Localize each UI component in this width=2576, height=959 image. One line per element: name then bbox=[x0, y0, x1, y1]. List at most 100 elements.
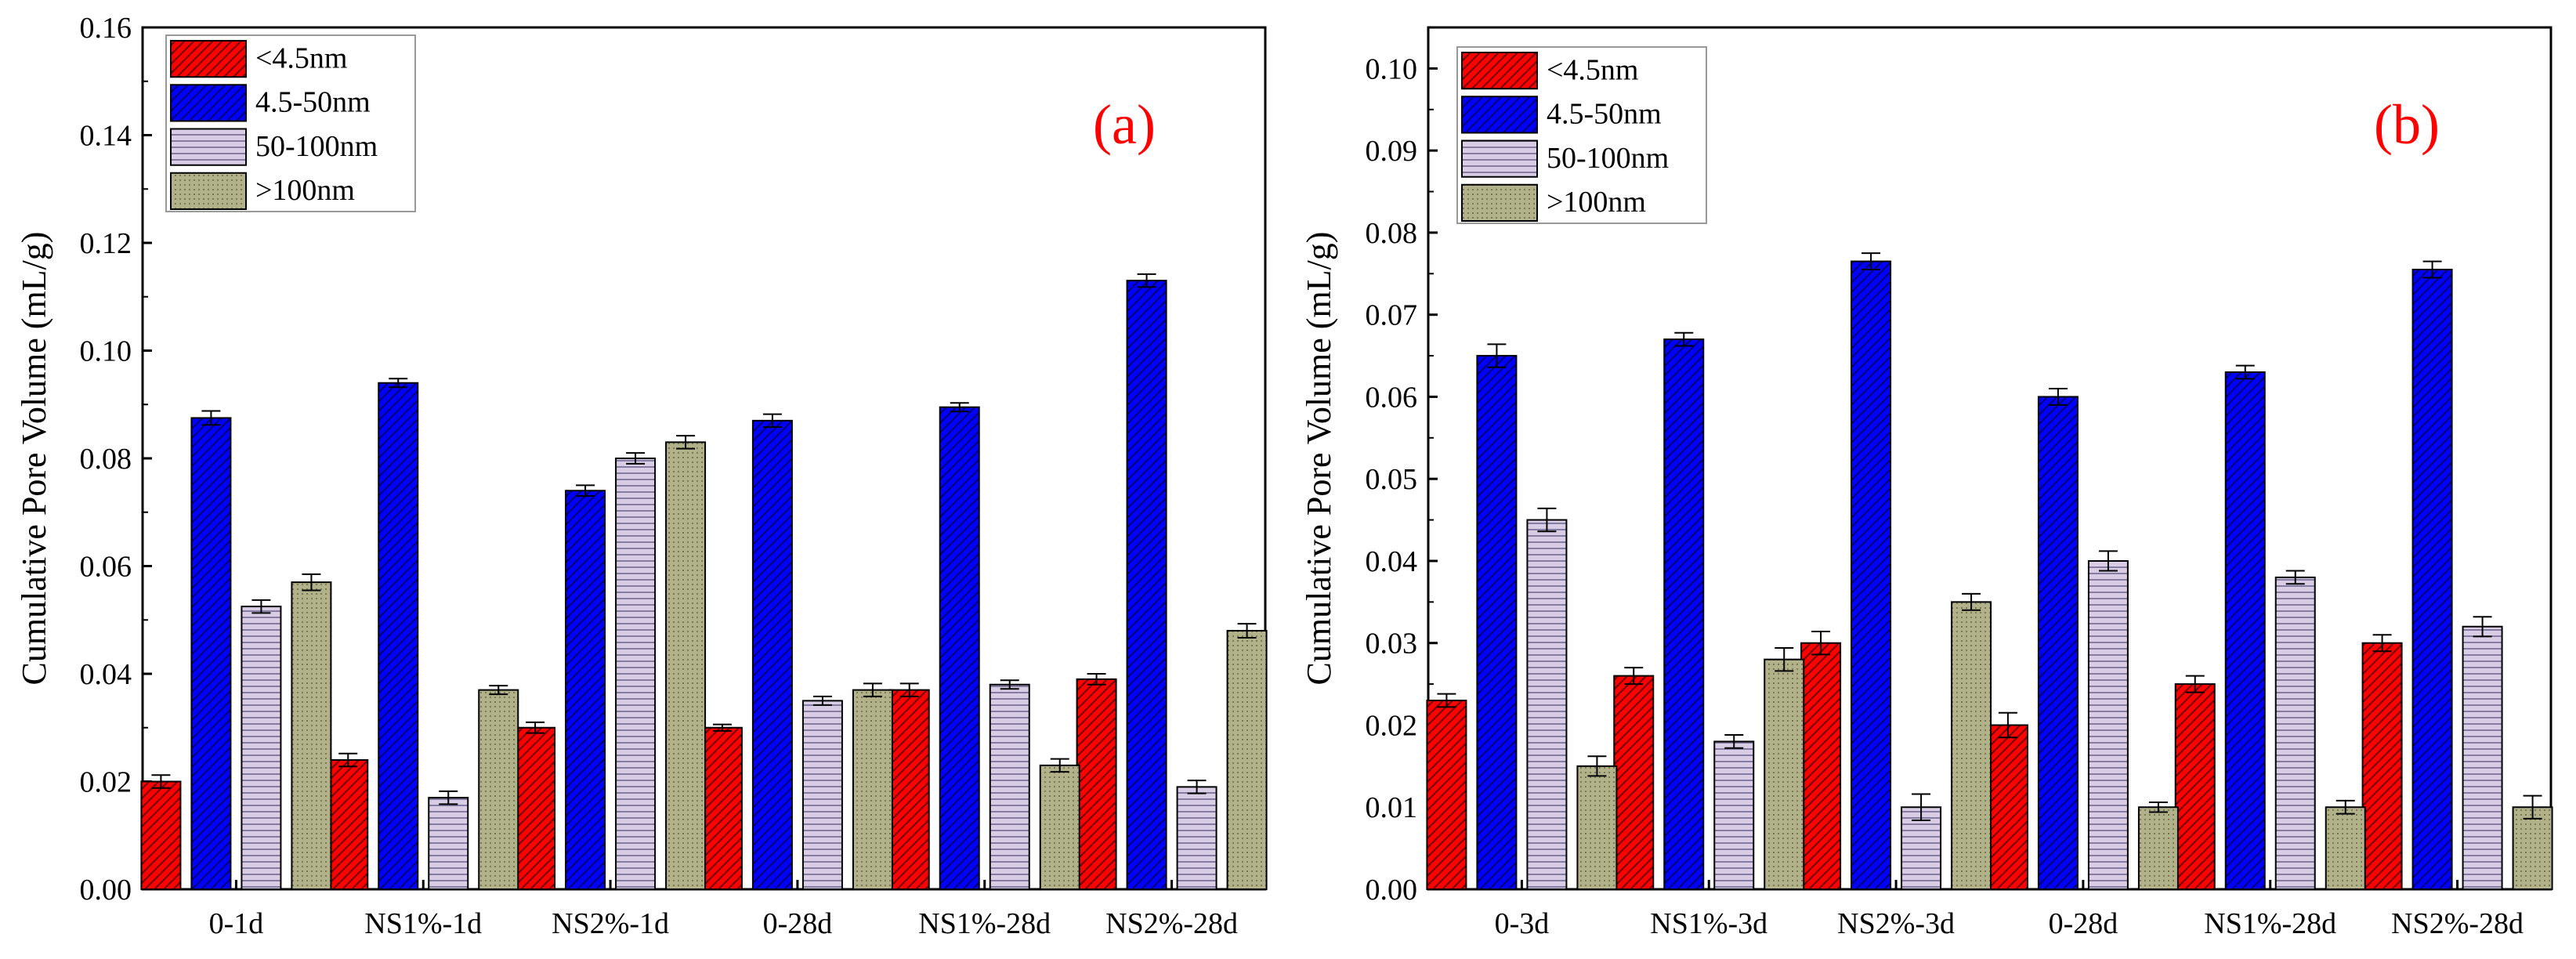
y-tick-label: 0.12 bbox=[80, 227, 132, 260]
panel-label: (b) bbox=[2374, 93, 2440, 156]
legend-swatch-4-5-50nm bbox=[170, 84, 247, 122]
error-bar bbox=[1775, 647, 1794, 672]
error-bar bbox=[151, 774, 171, 789]
error-bar bbox=[251, 599, 271, 614]
legend-label-4-5-50nm: 4.5-50nm bbox=[255, 86, 371, 119]
legend-swatch-50-100nm bbox=[1461, 139, 1538, 178]
bar-gt-100nm-0-28d bbox=[2137, 806, 2179, 890]
y-axis-label: Cumulative Pore Volume (mL/g) bbox=[15, 232, 53, 686]
error-bar bbox=[2523, 794, 2542, 820]
y-tick-label: 0.00 bbox=[1366, 874, 1418, 907]
x-tick-label-ns2pct-3d: NS2%-3d bbox=[1837, 907, 1955, 940]
error-bar bbox=[439, 790, 458, 805]
x-tick-label-0-3d: 0-3d bbox=[1495, 907, 1550, 940]
legend-swatch-gt-100nm bbox=[170, 172, 247, 210]
error-bar bbox=[302, 573, 321, 592]
error-bar bbox=[762, 413, 782, 429]
y-tick-label: 0.08 bbox=[80, 443, 132, 476]
bar-4-5-50nm-0-3d bbox=[1476, 355, 1518, 890]
y-tick-label: 0.01 bbox=[1366, 791, 1418, 824]
error-bar bbox=[389, 378, 408, 389]
error-bar bbox=[2372, 634, 2392, 653]
error-bar bbox=[2422, 260, 2442, 279]
chart-panel-b: 0.00 0.01 0.02 0.03 0.04 0.05 0.06 0.07 0.08 0.09… bbox=[1300, 26, 2553, 940]
x-tick-label-ns1pct-28d: NS1%-28d bbox=[2204, 907, 2336, 940]
legend-label-gt-100nm: >100nm bbox=[255, 174, 355, 207]
error-bar bbox=[1237, 623, 1257, 639]
bar-4-5-50nm-ns1pct-28d bbox=[2224, 371, 2266, 890]
bar-50-100nm-ns2pct-1d bbox=[615, 458, 657, 890]
legend-label-lt-4-5nm: <4.5nm bbox=[255, 42, 348, 74]
error-bar bbox=[576, 484, 595, 498]
y-tick-label: 0.10 bbox=[80, 335, 132, 368]
bar-lt-4-5nm-ns2pct-3d bbox=[1800, 642, 1842, 890]
error-bar bbox=[338, 752, 358, 768]
error-bar bbox=[1437, 693, 1456, 708]
error-bar bbox=[1674, 331, 1694, 347]
legend-swatch-lt-4-5nm bbox=[170, 40, 247, 78]
bar-lt-4-5nm-ns2pct-28d bbox=[1076, 678, 1117, 890]
error-bar bbox=[1811, 631, 1831, 656]
bar-lt-4-5nm-0-28d bbox=[701, 726, 743, 890]
x-tick-label-ns2pct-28d: NS2%-28d bbox=[2391, 907, 2524, 940]
bar-gt-100nm-0-28d bbox=[852, 689, 893, 890]
y-axis-label: Cumulative Pore Volume (mL/g) bbox=[1300, 232, 1338, 686]
error-bar bbox=[1537, 507, 1557, 533]
error-bar bbox=[899, 682, 919, 697]
error-bar bbox=[2335, 799, 2355, 815]
bar-4-5-50nm-ns2pct-1d bbox=[565, 490, 606, 890]
error-bar bbox=[489, 685, 508, 696]
x-tick-label-0-28d: 0-28d bbox=[763, 907, 833, 940]
legend-swatch-4-5-50nm bbox=[1461, 96, 1538, 134]
error-bar bbox=[1137, 273, 1156, 288]
bar-gt-100nm-ns1pct-28d bbox=[2325, 806, 2366, 890]
error-bar bbox=[1587, 755, 1607, 777]
error-bar bbox=[863, 682, 882, 697]
y-tick-label: 0.09 bbox=[1366, 135, 1418, 168]
x-tick-label-ns1pct-3d: NS1%-3d bbox=[1650, 907, 1767, 940]
legend-label-4-5-50nm: 4.5-50nm bbox=[1547, 98, 1662, 131]
error-bar bbox=[812, 695, 832, 706]
bar-4-5-50nm-0-28d bbox=[2037, 396, 2079, 890]
bar-4-5-50nm-ns1pct-28d bbox=[939, 406, 980, 890]
y-tick-label: 0.02 bbox=[1366, 709, 1418, 742]
error-bar bbox=[1624, 667, 1644, 686]
bar-lt-4-5nm-0-3d bbox=[1426, 700, 1467, 890]
bar-lt-4-5nm-0-28d bbox=[1987, 724, 2028, 890]
error-bar bbox=[1487, 343, 1507, 368]
bar-lt-4-5nm-ns2pct-1d bbox=[515, 726, 556, 890]
error-bar bbox=[712, 723, 732, 732]
y-tick-label: 0.08 bbox=[1366, 217, 1418, 250]
error-bar bbox=[1998, 711, 2017, 739]
bar-50-100nm-0-3d bbox=[1526, 519, 1568, 890]
y-tick-label: 0.04 bbox=[80, 658, 132, 691]
bar-50-100nm-ns1pct-1d bbox=[428, 797, 469, 890]
x-tick-label-ns2pct-28d: NS2%-28d bbox=[1105, 907, 1238, 940]
legend-swatch-lt-4-5nm bbox=[1461, 52, 1538, 90]
bar-4-5-50nm-ns2pct-3d bbox=[1851, 260, 1892, 891]
error-bar bbox=[201, 410, 221, 426]
error-bar bbox=[526, 721, 545, 734]
x-tick-label-ns1pct-28d: NS1%-28d bbox=[918, 907, 1051, 940]
y-tick-label: 0.02 bbox=[80, 766, 132, 799]
y-tick-label: 0.14 bbox=[80, 120, 132, 153]
bar-gt-100nm-ns1pct-1d bbox=[478, 689, 519, 890]
bar-gt-100nm-ns2pct-28d bbox=[1226, 630, 1268, 890]
error-bar bbox=[2235, 364, 2255, 380]
bar-lt-4-5nm-ns1pct-28d bbox=[888, 689, 930, 890]
bar-gt-100nm-ns2pct-28d bbox=[2512, 806, 2553, 890]
error-bar bbox=[1050, 758, 1069, 773]
legend-label-lt-4-5nm: <4.5nm bbox=[1547, 53, 1639, 86]
legend: <4.5nm 4.5-50nm 50-100nm >100nm bbox=[1456, 46, 1707, 224]
y-tick-label: 0.05 bbox=[1366, 463, 1418, 496]
error-bar bbox=[2185, 675, 2205, 693]
bar-50-100nm-ns1pct-28d bbox=[2274, 576, 2316, 891]
bar-4-5-50nm-ns2pct-28d bbox=[1126, 280, 1167, 890]
bar-gt-100nm-ns2pct-3d bbox=[1951, 601, 1992, 890]
legend-swatch-gt-100nm bbox=[1461, 183, 1538, 222]
bar-lt-4-5nm-ns1pct-3d bbox=[1613, 675, 1655, 890]
panel-label: (a) bbox=[1093, 93, 1156, 156]
y-tick-label: 0.07 bbox=[1366, 299, 1418, 332]
bar-gt-100nm-ns2pct-1d bbox=[665, 441, 707, 890]
